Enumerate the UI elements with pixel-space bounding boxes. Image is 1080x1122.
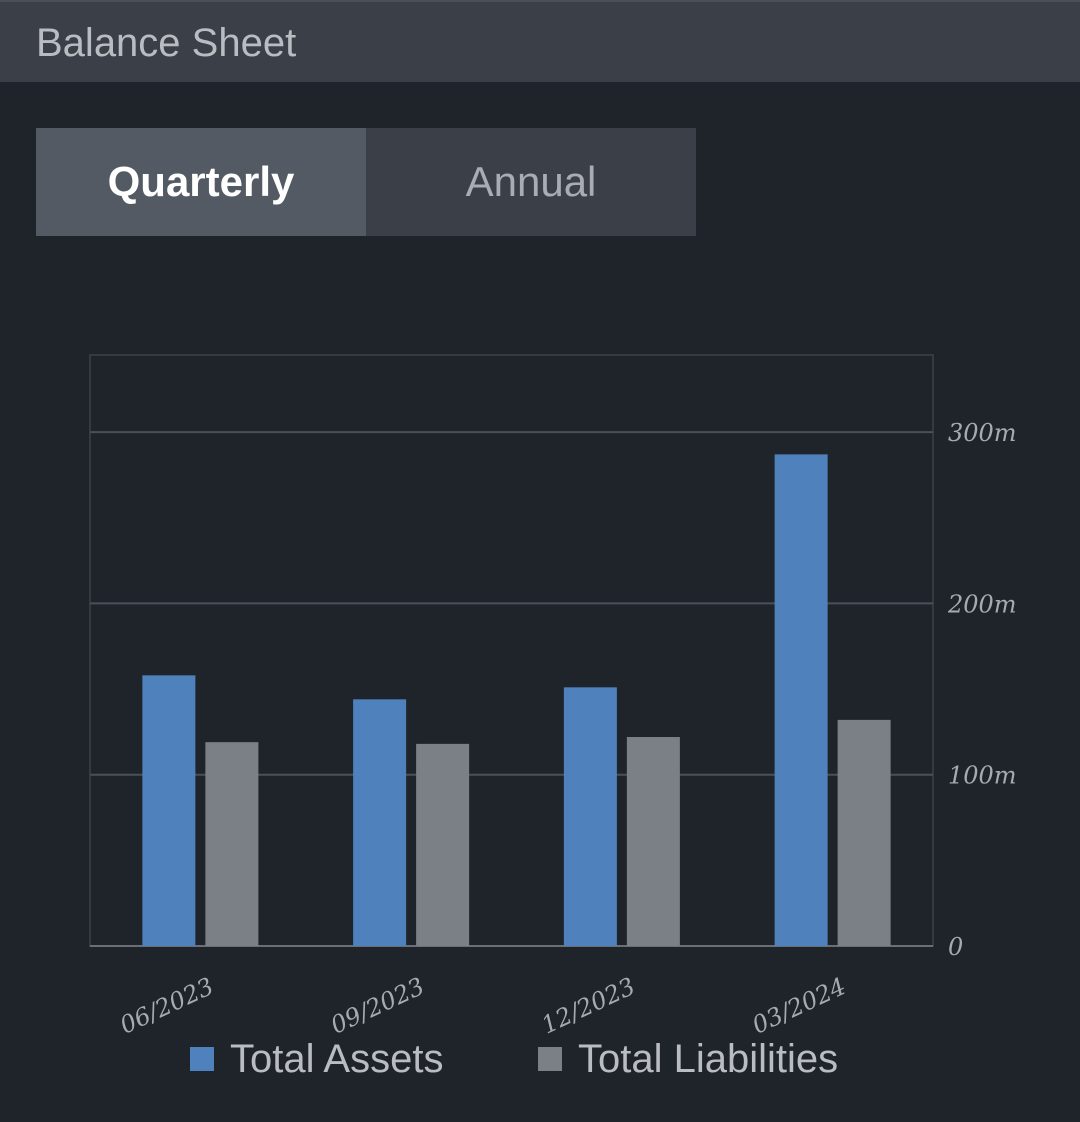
bar-total-assets	[774, 454, 828, 946]
tab-quarterly[interactable]: Quarterly	[36, 128, 366, 236]
legend-item-total-assets: Total Assets	[190, 1036, 443, 1082]
page-title: Balance Sheet	[36, 21, 297, 65]
x-tick-label: 03/2024	[748, 972, 850, 1040]
bar-total-assets	[142, 675, 196, 946]
tab-annual[interactable]: Annual	[366, 128, 696, 236]
bar-total-liabilities	[205, 742, 259, 946]
y-tick-label: 300m	[948, 419, 1017, 447]
legend-swatch-liabilities	[538, 1047, 562, 1071]
y-tick-label: 0	[948, 933, 963, 961]
legend-label-total-liabilities: Total Liabilities	[578, 1037, 839, 1081]
bar-total-assets	[563, 687, 617, 946]
bar-total-assets	[353, 699, 407, 946]
header-bar: Balance Sheet	[0, 0, 1080, 82]
y-tick-label: 200m	[947, 590, 1017, 618]
y-tick-label: 100m	[948, 762, 1017, 790]
chart-legend: Total Assets Total Liabilities	[0, 1036, 1080, 1084]
bar-total-liabilities	[416, 743, 470, 946]
bar-total-liabilities	[626, 737, 680, 946]
x-tick-label: 09/2023	[326, 972, 428, 1040]
legend-swatch-assets	[190, 1047, 214, 1071]
x-tick-label: 12/2023	[537, 972, 639, 1040]
legend-label-total-assets: Total Assets	[230, 1037, 444, 1081]
period-toggle: Quarterly Annual	[36, 128, 696, 236]
bar-total-liabilities	[837, 719, 891, 946]
x-tick-label: 06/2023	[116, 972, 218, 1040]
legend-item-total-liabilities: Total Liabilities	[538, 1036, 838, 1082]
